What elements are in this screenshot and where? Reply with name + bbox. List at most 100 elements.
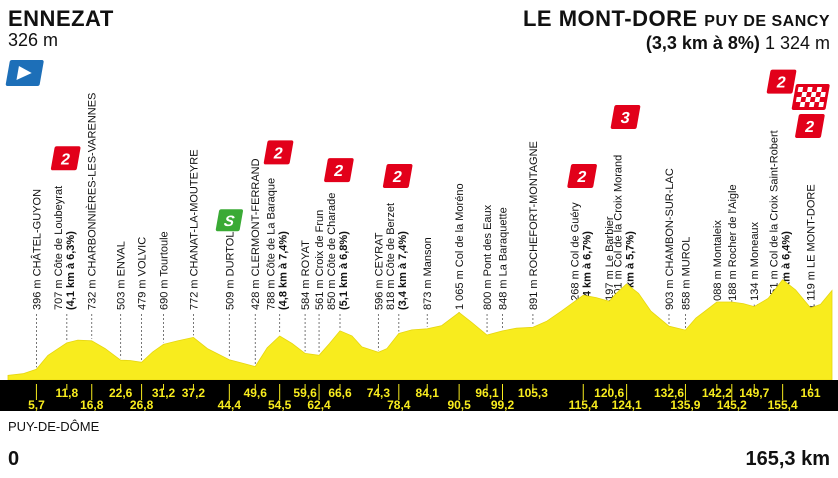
waypoint-label: 1 065 m Col de la Moréno: [454, 183, 466, 310]
km-marker-label: 37,2: [182, 386, 206, 400]
km-marker-label: 74,3: [367, 386, 391, 400]
finish-flag-check: [801, 92, 807, 97]
km-marker-label: 149,7: [739, 386, 769, 400]
waypoint-label: 873 m Manson: [422, 237, 434, 310]
climb-category-icon: 2: [567, 164, 597, 188]
waypoint-label: 1 119 m LE MONT-DORE: [806, 184, 818, 310]
climb-icon-bg: [50, 146, 81, 171]
finish-flag-check: [820, 92, 826, 97]
climb-category-icon: 2: [382, 164, 413, 188]
waypoint-label: 772 m CHANAT-LA-MOUTEYRE: [188, 149, 200, 310]
finish-block: LE MONT-DORE PUY DE SANCY (3,3 km à 8%) …: [523, 6, 830, 54]
waypoint-label: 1 134 m Moneaux: [749, 221, 761, 310]
climb-category-label: 2: [775, 74, 787, 92]
waypoint-label: 1 401 m Col de la Croix Morand: [613, 155, 625, 310]
finish-climb-line: (3,3 km à 8%) 1 324 m: [523, 33, 830, 54]
finish-flag-check: [799, 102, 806, 107]
finish-flag-icon: [791, 84, 830, 110]
waypoint-label: 1 088 m Montaleix: [712, 220, 724, 310]
km-band: 11,8 22,6 31,2 37,2 49,6 59,6 66,6 74,3 84,1 96,1…: [0, 380, 838, 412]
waypoint-label: 850 m Côte de Charade: [326, 193, 338, 310]
km-marker-label: 99,2: [491, 398, 515, 412]
km-marker-label: 26,8: [130, 398, 154, 412]
start-town: ENNEZAT: [8, 6, 114, 31]
km-marker-label: 22,6: [109, 386, 133, 400]
start-flag-arrow: [16, 66, 32, 80]
km-marker-label: 84,1: [416, 386, 440, 400]
climb-category-label: 2: [391, 168, 403, 186]
climb-icon-bg: [263, 140, 294, 165]
sprint-icon-bg: [215, 209, 244, 232]
waypoint-label: 596 m CEYRAT: [373, 232, 385, 310]
km-marker-label: 132,6: [654, 386, 684, 400]
waypoint-climb-detail: (4,1 km à 6,3%): [65, 231, 77, 310]
climb-icon-bg: [567, 164, 597, 188]
climb-icon-bg: [795, 114, 825, 138]
waypoint-label: 1 188 m Rocher de l'Aigle: [727, 184, 739, 310]
finish-flag-check: [797, 87, 804, 92]
km-marker-label: 124,1: [612, 398, 642, 412]
waypoint-label: 800 m Pont des Eaux: [482, 204, 494, 310]
waypoint-label: 858 m MUROL: [680, 237, 692, 310]
waypoint-label: 1 451 m Col de la Croix Saint-Robert: [769, 130, 781, 310]
waypoint-label: 732 m CHARBONNIÈRES-LES-VARENNES: [86, 93, 99, 310]
sprint-icon: S: [215, 209, 244, 232]
waypoint-climb-detail: (3,4 km à 6,7%): [581, 231, 593, 310]
finish-altitude: 1 324 m: [764, 33, 830, 53]
finish-flag-check: [806, 87, 813, 92]
climb-icons: 2 S 2 2 2 2 3 2 2: [5, 60, 830, 232]
climb-category-label: 2: [272, 145, 284, 163]
finish-subtitle: PUY DE SANCY: [704, 13, 830, 30]
waypoint-label: 584 m ROYAT: [300, 240, 312, 310]
km-marker-label: 115,4: [569, 398, 599, 412]
distance-end: 165,3 km: [745, 448, 830, 470]
km-marker-label: 49,6: [244, 386, 268, 400]
elevation-area: [7, 279, 833, 381]
climb-icon-bg: [382, 164, 413, 188]
climb-icon-bg: [610, 105, 641, 129]
km-marker-label: 16,8: [80, 398, 104, 412]
climb-category-label: 2: [59, 150, 71, 168]
climb-category-icon: 2: [795, 114, 825, 138]
finish-flag-check: [809, 102, 815, 107]
km-marker-label: 135,9: [670, 398, 700, 412]
km-marker-label: 161: [801, 386, 821, 400]
km-marker-label: 155,4: [768, 398, 798, 412]
km-marker-label: 62,4: [307, 398, 331, 412]
finish-town-name: LE MONT-DORE: [522, 6, 698, 31]
finish-flag-check: [805, 97, 811, 102]
waypoint-climb-detail: (3,4 km à 7,4%): [397, 231, 409, 310]
climb-category-icon: 3: [610, 105, 641, 129]
km-marker-label: 90,5: [447, 398, 471, 412]
start-altitude: 326 m: [8, 30, 59, 50]
waypoint-label: 891 m ROCHEFORT-MONTAGNE: [528, 141, 540, 310]
climb-icon-bg: [766, 69, 797, 94]
km-marker-label: 142,2: [702, 386, 732, 400]
km-marker-label: 11,8: [55, 386, 78, 400]
waypoint-labels: 396 m CHÂTEL-GUYON 707 m Côte de Loubeyra…: [30, 93, 818, 368]
climb-category-icon: 2: [324, 158, 354, 183]
waypoint-label: 788 m Côte de La Baraque: [266, 178, 278, 310]
km-marker-label: 96,1: [475, 386, 499, 400]
waypoint-label: 561 m Croix de Frun: [314, 210, 326, 310]
waypoint-label: 818 m Côte de Berzet: [385, 203, 397, 310]
waypoint-climb-detail: (5,1 km à 6,8%): [338, 231, 350, 310]
finish-climb: (3,3 km à 8%): [645, 33, 760, 53]
km-marker-label: 120,6: [594, 386, 624, 400]
region-label: PUY-DE-DÔME: [8, 419, 100, 434]
km-marker-label: 78,4: [387, 398, 411, 412]
waypoint-label: 396 m CHÂTEL-GUYON: [30, 189, 43, 310]
climb-category-icon: 2: [50, 146, 81, 171]
km-marker-label: 31,2: [152, 386, 176, 400]
start-flag-icon: [5, 60, 44, 86]
elevation-profile: [7, 279, 833, 381]
climb-category-label: 2: [333, 162, 345, 180]
climb-category-icon: 2: [766, 69, 797, 94]
km-marker-label: 54,5: [268, 398, 292, 412]
km-marker-label: 66,6: [328, 386, 352, 400]
waypoint-label: 479 m VOLVIC: [137, 237, 149, 310]
km-marker-label: 44,4: [218, 398, 242, 412]
finish-flag-check: [818, 102, 825, 107]
climb-category-icon: 2: [263, 140, 294, 165]
